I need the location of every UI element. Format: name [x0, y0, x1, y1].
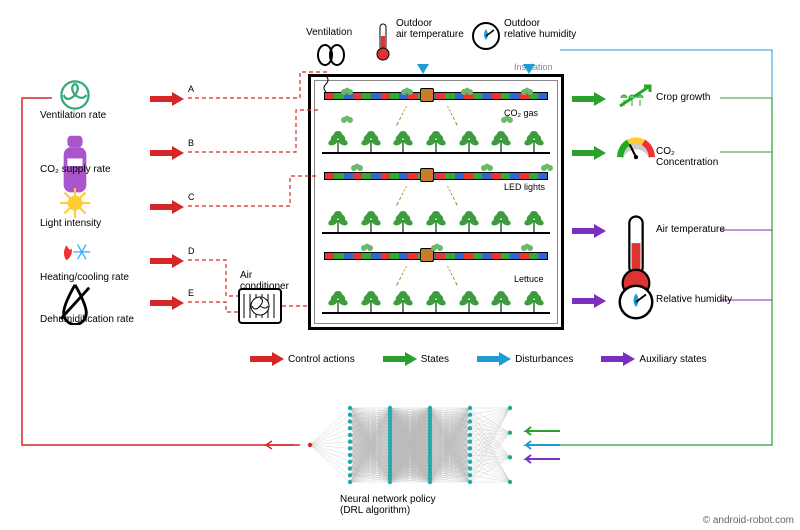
- diagram-canvas: Insulation CO₂ gas LED lights Lettuce Ve…: [0, 0, 800, 530]
- legend-label: Control actions: [288, 354, 355, 365]
- cropgrowth-label: Crop growth: [656, 92, 710, 103]
- cropgrowth-icon: [616, 80, 656, 114]
- output-arrow: [572, 146, 606, 165]
- output-arrow: [572, 294, 606, 313]
- watermark: © android-robot.com: [703, 515, 794, 526]
- legend-item: Auxiliary states: [601, 352, 706, 366]
- co2conc-icon: [616, 134, 656, 168]
- legend-item: States: [383, 352, 449, 366]
- legend-label: Disturbances: [515, 354, 573, 365]
- legend-item: Control actions: [250, 352, 355, 366]
- neural-network-icon: [300, 400, 520, 490]
- legend-label: Auxiliary states: [639, 354, 706, 365]
- output-arrow: [572, 224, 606, 243]
- legend: Control actions States Disturbances Auxilia…: [250, 352, 707, 366]
- nn-label: Neural network policy(DRL algorithm): [340, 494, 480, 516]
- co2conc-label: CO₂Concentration: [656, 146, 718, 168]
- airtemp-icon: [616, 212, 656, 246]
- legend-item: Disturbances: [477, 352, 573, 366]
- relhum-label: Relative humidity: [656, 294, 732, 305]
- airtemp-label: Air temperature: [656, 224, 725, 235]
- output-arrow: [572, 92, 606, 111]
- relhum-icon: [616, 282, 656, 316]
- legend-label: States: [421, 354, 449, 365]
